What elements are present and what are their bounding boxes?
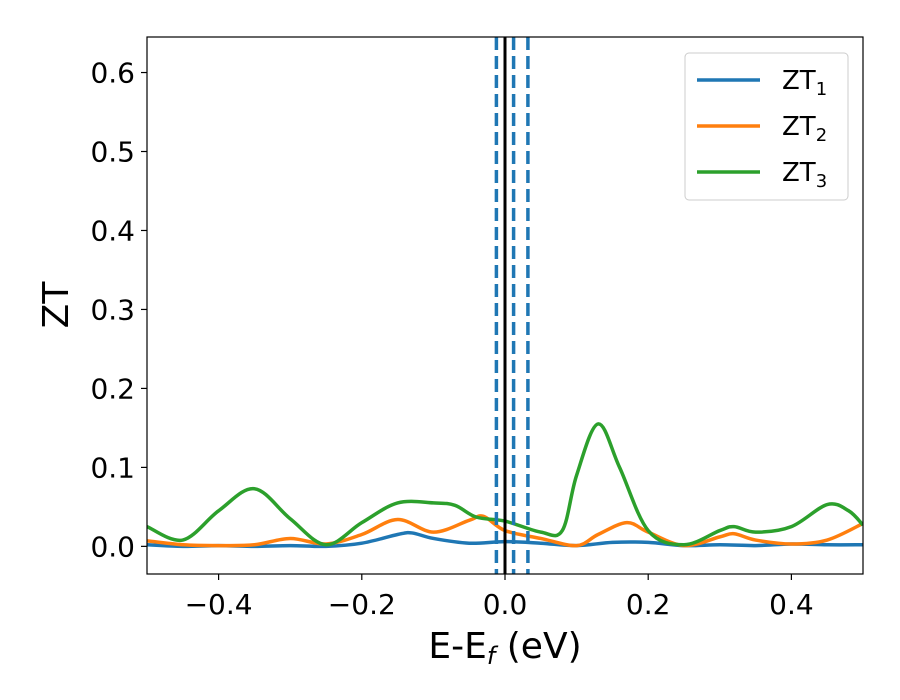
x-axis-ticks: −0.4 −0.2 0.0 0.2 0.4 bbox=[185, 574, 814, 621]
y-tick-label: 0.4 bbox=[90, 214, 135, 247]
y-axis-title: ZT bbox=[36, 281, 77, 329]
x-axis-title: E-Ef (eV) bbox=[428, 626, 581, 670]
vline-layer bbox=[494, 37, 530, 574]
series-line-2 bbox=[147, 514, 863, 548]
x-tick-label: 0.2 bbox=[626, 588, 671, 621]
x-axis-title-unit: (eV) bbox=[495, 626, 581, 667]
x-tick-label: −0.2 bbox=[328, 588, 396, 621]
x-tick-label: −0.4 bbox=[185, 588, 253, 621]
legend: ZT1 ZT2 ZT3 bbox=[684, 52, 849, 201]
y-tick-label: 0.2 bbox=[90, 372, 135, 405]
legend-label-1: ZT1 bbox=[782, 66, 827, 100]
y-tick-label: 0.5 bbox=[90, 136, 135, 169]
legend-label-2: ZT2 bbox=[782, 112, 827, 146]
y-axis-ticks: 0.0 0.1 0.2 0.3 0.4 0.5 0.6 bbox=[90, 57, 147, 563]
series-line-3 bbox=[147, 422, 863, 547]
legend-box bbox=[684, 52, 849, 201]
series-line-1 bbox=[147, 530, 863, 549]
y-tick-label: 0.6 bbox=[90, 57, 135, 90]
x-axis-title-main: E-E bbox=[428, 626, 486, 667]
series-layer bbox=[147, 422, 863, 549]
legend-label-3: ZT3 bbox=[782, 158, 827, 192]
x-tick-label: 0.4 bbox=[769, 588, 814, 621]
y-tick-label: 0.3 bbox=[90, 293, 135, 326]
y-tick-label: 0.1 bbox=[90, 451, 135, 484]
y-tick-label: 0.0 bbox=[90, 530, 135, 563]
x-tick-label: 0.0 bbox=[483, 588, 528, 621]
